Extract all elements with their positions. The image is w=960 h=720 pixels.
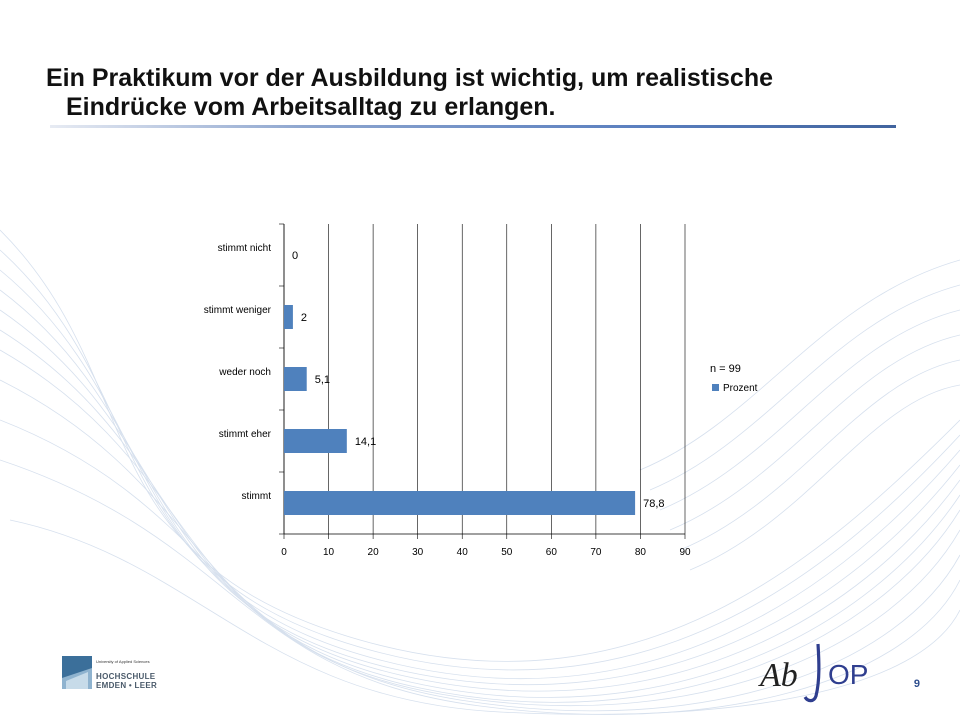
bar	[284, 367, 307, 391]
data-label: 2	[301, 312, 307, 324]
x-tick-label: 50	[501, 547, 513, 558]
bar	[284, 491, 636, 515]
x-tick-label: 0	[281, 547, 287, 558]
y-category-label: weder noch	[218, 367, 271, 378]
x-tick-label: 10	[323, 547, 335, 558]
y-category-label: stimmt eher	[219, 429, 272, 440]
abjop-logo-j-icon	[803, 643, 821, 703]
data-label: 0	[292, 250, 298, 262]
data-label: 14,1	[355, 436, 376, 448]
x-tick-label: 90	[679, 547, 691, 558]
data-label: 78,8	[643, 498, 664, 510]
x-tick-label: 30	[412, 547, 424, 558]
x-tick-label: 80	[635, 547, 647, 558]
slide-title-line-2: Eindrücke vom Arbeitsalltag zu erlangen.	[66, 93, 556, 121]
legend-note: n = 99	[710, 363, 741, 375]
hochschule-logo: University of Applied Sciences HOCHSCHUL…	[62, 656, 192, 692]
y-category-label: stimmt nicht	[218, 243, 272, 254]
abjop-logo-ab: Ab	[758, 657, 798, 694]
page-number: 9	[913, 678, 920, 690]
x-tick-label: 70	[590, 547, 602, 558]
hochschule-name-line-2: EMDEN • LEER	[96, 681, 158, 690]
x-tick-label: 40	[457, 547, 469, 558]
y-category-label: stimmt	[242, 491, 272, 502]
hochschule-name-line-1: HOCHSCHULE	[96, 672, 156, 681]
x-tick-label: 60	[546, 547, 558, 558]
slide-title: Ein Praktikum vor der Ausbildung ist wic…	[46, 64, 906, 122]
legend-swatch	[712, 384, 719, 391]
slide-title-line-1: Ein Praktikum vor der Ausbildung ist wic…	[46, 64, 774, 92]
hochschule-logo-mark-icon	[62, 656, 92, 689]
abjop-logo: Ab OP	[758, 643, 868, 703]
bar	[284, 429, 347, 453]
data-label: 5,1	[315, 374, 330, 386]
abjop-logo-op: OP	[828, 659, 868, 690]
title-underline	[50, 125, 896, 128]
x-tick-label: 20	[368, 547, 380, 558]
hochschule-subtitle: University of Applied Sciences	[96, 659, 150, 664]
bar	[284, 305, 293, 329]
legend-label: Prozent	[723, 383, 758, 394]
y-category-label: stimmt weniger	[204, 305, 272, 316]
